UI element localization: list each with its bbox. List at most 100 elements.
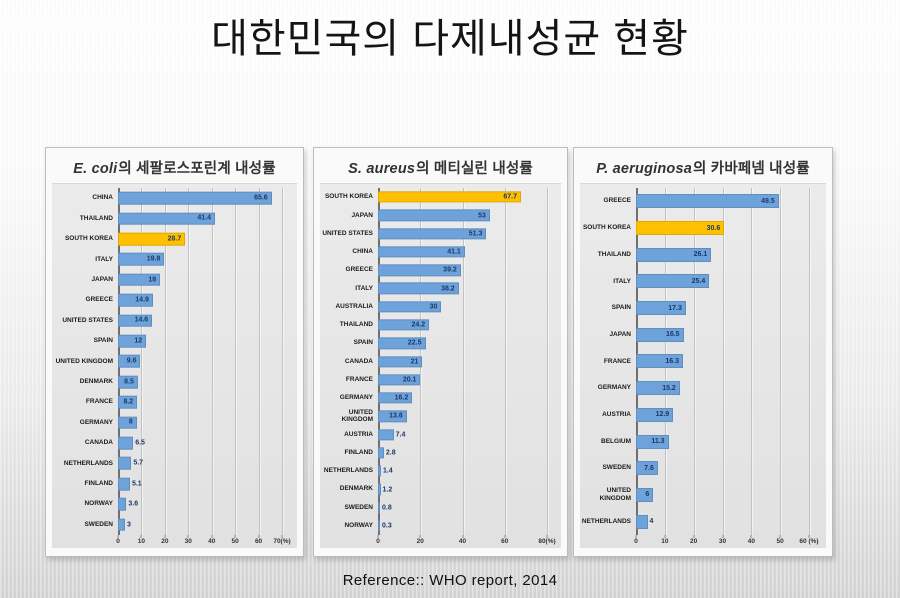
bar-track: 1.2: [378, 480, 547, 498]
category-label: GREECE: [85, 296, 113, 304]
value-label: 30: [429, 303, 438, 311]
bar-track: 17.3: [636, 295, 809, 322]
bar-row: DENMARK 8.5: [52, 372, 297, 392]
chart-panel-paeruginosa: P. aeruginosa의 카바페넴 내성률 GREECE 49.5 SOUTH …: [573, 147, 833, 557]
category-label: UNITED KINGDOM: [55, 357, 113, 365]
value-label: 25.4: [691, 277, 706, 285]
gridline: [188, 188, 190, 535]
chart-panel-saureus: S. aureus의 메티실린 내성률 SOUTH KOREA 67.7 JAPAN…: [313, 147, 568, 557]
category-label: SPAIN: [353, 339, 373, 347]
bar-row: JAPAN 53: [320, 206, 561, 224]
value-label: 8.5: [124, 378, 134, 386]
bar-track: 7.4: [378, 425, 547, 443]
category-label: CANADA: [344, 357, 373, 365]
value-label: 1.4: [382, 467, 393, 475]
category-label: JAPAN: [351, 211, 373, 219]
bar-row: JAPAN 18: [52, 270, 297, 290]
bar-track: 20.1: [378, 371, 547, 389]
axis-tick-label: 20: [690, 538, 698, 545]
category-label: SPAIN: [93, 337, 113, 345]
value-label: 30.6: [706, 224, 721, 232]
category-label: SWEDEN: [84, 520, 113, 528]
bar-track: 0.8: [378, 499, 547, 517]
bar-track: 16.5: [636, 321, 809, 348]
bar-track: 65.6: [118, 188, 282, 208]
bar: 41.1: [378, 246, 465, 258]
bar-row: NETHERLANDS 5.7: [52, 453, 297, 473]
category-label: SOUTH KOREA: [324, 193, 373, 201]
bar: 7.6: [636, 461, 658, 476]
bar-row: GERMANY 8: [52, 412, 297, 432]
bar-track: 8.2: [118, 392, 282, 412]
value-label: 4: [649, 518, 654, 526]
bar-track: 41.4: [118, 208, 282, 228]
value-label: 0.8: [382, 504, 392, 512]
bar-track: 12: [118, 331, 282, 351]
bar: 5.1: [118, 477, 142, 491]
x-axis: 0 20 40 60 80(%): [376, 535, 556, 548]
value-label: 12: [134, 337, 143, 345]
bar: 6.5: [118, 436, 145, 450]
category-label: ITALY: [355, 284, 373, 292]
gridline: [462, 188, 464, 535]
value-label: 18: [148, 276, 157, 284]
bar-track: 49.5: [636, 188, 809, 215]
value-label: 41.4: [197, 215, 211, 223]
species-name: E. coli: [73, 161, 118, 177]
bar-row: SWEDEN 3: [52, 515, 297, 535]
bar: 12: [118, 334, 147, 348]
value-label: 28.7: [167, 235, 182, 243]
bar-track: 3: [118, 515, 282, 535]
plot-area: GREECE 49.5 SOUTH KOREA 30.6 THAILAND 26.1 ITA…: [580, 184, 826, 535]
bar: 21: [378, 355, 423, 368]
value-label: 20.1: [402, 376, 417, 384]
value-label: 14.6: [134, 317, 149, 325]
bar-chart-paeruginosa: GREECE 49.5 SOUTH KOREA 30.6 THAILAND 26.1 ITA…: [580, 183, 826, 548]
bar-track: 8: [118, 412, 282, 432]
value-label: 6.5: [135, 439, 145, 447]
category-label: NORWAY: [344, 522, 373, 530]
bar-row: CANADA 6.5: [52, 433, 297, 453]
bar-row: GERMANY 16.2: [320, 389, 561, 407]
bar: 2.8: [378, 447, 396, 459]
axis-tick-label: 0: [116, 538, 120, 545]
chart-title-paeruginosa: P. aeruginosa의 카바페넴 내성률: [580, 157, 826, 178]
gridline: [141, 188, 143, 535]
plot-area: CHINA 65.6 THAILAND 41.4 SOUTH KOREA 28.7 ITAL…: [52, 184, 297, 535]
category-label: NETHERLANDS: [323, 467, 373, 475]
gridline: [211, 188, 213, 535]
bar-track: 12.9: [636, 402, 809, 429]
bar-row: DENMARK 1.2: [320, 480, 561, 498]
axis-tick-mark: [211, 535, 213, 538]
value-label: 49.5: [761, 197, 775, 205]
bar-track: 3.6: [118, 494, 282, 514]
axis-tick-mark: [462, 535, 463, 538]
bar-track: 13.6: [378, 407, 547, 425]
bar-row: UNITED KINGDOM 6: [580, 482, 826, 509]
axis-tick-mark: [808, 535, 810, 538]
bar-track: 21: [378, 352, 547, 370]
bar-track: 67.7: [378, 188, 547, 206]
bar-track: 51.3: [378, 225, 547, 243]
axis-tick-label: 40: [458, 538, 467, 545]
category-label: NORWAY: [84, 500, 113, 508]
bar-row: GREECE 49.5: [580, 188, 826, 215]
bar-row: ITALY 19.8: [52, 249, 297, 269]
category-label: GERMANY: [339, 394, 373, 402]
value-label: 24.2: [411, 321, 426, 329]
bar-track: 30.6: [636, 215, 809, 242]
axis-tick-label: 50: [776, 538, 784, 545]
bar-row: SPAIN 12: [52, 331, 297, 351]
category-label: JAPAN: [91, 275, 113, 283]
gridline: [282, 188, 283, 535]
bar: 8: [118, 416, 137, 429]
bar: 14.6: [118, 314, 153, 327]
value-label: 3.6: [128, 500, 139, 508]
bar-track: 22.5: [378, 334, 547, 352]
axis-tick-mark: [187, 535, 189, 538]
gridline: [722, 188, 724, 535]
bar-chart-ecoli: CHINA 65.6 THAILAND 41.4 SOUTH KOREA 28.7 ITAL…: [52, 183, 297, 548]
axis-tick-label: 40: [208, 538, 216, 545]
category-label: UNITED STATES: [322, 229, 373, 237]
axis-tick-mark: [164, 535, 166, 538]
